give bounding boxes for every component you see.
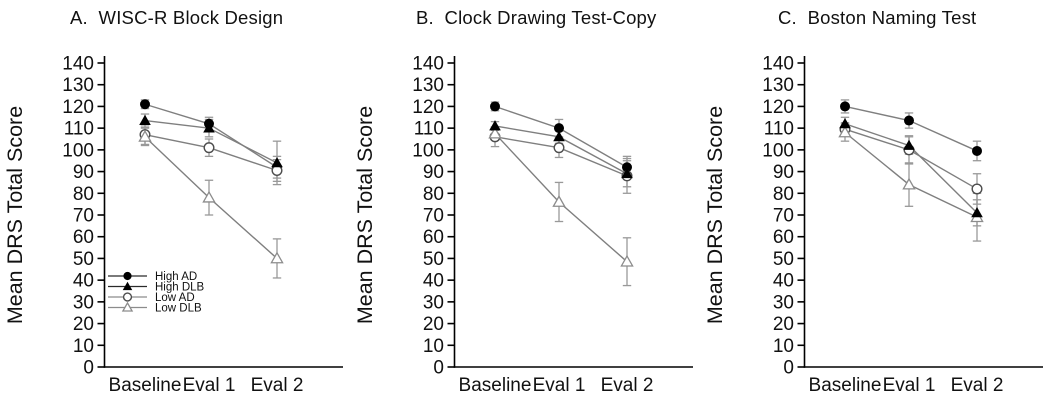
legend-label: High DLB	[155, 282, 205, 294]
series-markers	[838, 101, 984, 223]
x-tick-label: Eval 1	[883, 375, 936, 396]
panel-c-title: C. Boston Naming Test	[778, 7, 977, 28]
panel-b-title: B. Clock Drawing Test-Copy	[416, 7, 657, 28]
x-tick-label: Eval 1	[183, 375, 236, 396]
x-tick-label: Baseline	[809, 375, 882, 396]
panel-a: A. WISC-R Block Design 0 10 20 30 40 50 60 70 80…	[0, 0, 350, 414]
y-tick-label: 100	[412, 140, 444, 161]
y-tick-label: 140	[412, 54, 444, 75]
x-tick-label: Eval 2	[601, 375, 654, 396]
y-tick-label: 60	[423, 227, 444, 248]
y-tick-label: 110	[764, 119, 794, 140]
y-tick-label: 30	[773, 292, 794, 313]
series-markers	[138, 99, 284, 264]
y-tick-label: 100	[62, 140, 94, 161]
panel-b-chart: 0102030405060708090100110120130140Baseli…	[353, 54, 693, 396]
y-tick-label: 20	[423, 314, 444, 335]
x-tick-label: Baseline	[459, 375, 532, 396]
y-tick-label: 140	[62, 54, 94, 75]
y-tick-label: 10	[423, 336, 444, 357]
panel-a-title: A. WISC-R Block Design	[70, 7, 284, 28]
axes	[103, 56, 343, 368]
y-tick-label: 80	[73, 184, 94, 205]
y-axis-title: Mean DRS Total Score	[703, 106, 727, 324]
y-tick-label: 70	[423, 206, 444, 227]
x-axis-labels: Baseline Eval 1 Eval 2	[809, 375, 1004, 396]
x-axis-labels: Baseline Eval 1 Eval 2	[109, 375, 304, 396]
y-tick-label: 110	[414, 119, 444, 140]
y-tick-label: 140	[762, 54, 794, 75]
panel-c: C. Boston Naming Test 0 10 20 30 40 50 60 70 80 9…	[700, 0, 1050, 414]
y-tick-label: 60	[73, 227, 94, 248]
axes	[453, 56, 693, 368]
x-tick-label: Eval 2	[951, 375, 1004, 396]
legend-label: Low DLB	[155, 303, 202, 315]
y-tick-label: 20	[73, 314, 94, 335]
axes	[803, 56, 1043, 368]
markers-low-dlb	[138, 129, 284, 264]
y-tick-label: 130	[412, 75, 444, 96]
y-tick-label: 40	[423, 271, 444, 292]
markers-high-dlb	[139, 114, 283, 168]
series-line-high-ad	[144, 103, 278, 168]
y-tick-label: 90	[423, 162, 444, 183]
panel-b: B. Clock Drawing Test-Copy 0 10 20 30 40 50 60…	[350, 0, 700, 414]
y-tick-label: 50	[73, 249, 94, 270]
y-tick-label: 120	[62, 97, 94, 118]
x-axis-labels: Baseline Eval 1 Eval 2	[459, 375, 654, 396]
y-tick-label: 0	[433, 358, 444, 379]
y-axis-title: Mean DRS Total Score	[3, 106, 27, 324]
series-line-low-ad	[844, 128, 978, 190]
y-tick-label: 90	[773, 162, 794, 183]
y-tick-label: 130	[762, 75, 794, 96]
y-tick-label: 80	[423, 184, 444, 205]
x-tick-label: Baseline	[109, 375, 182, 396]
y-tick-label: 40	[73, 271, 94, 292]
markers-high-dlb	[839, 118, 983, 218]
legend-label: High AD	[155, 271, 197, 283]
y-tick-label: 120	[412, 97, 444, 118]
y-tick-label: 70	[73, 206, 94, 227]
panel-c-chart: 0102030405060708090100110120130140Baseli…	[703, 54, 1043, 396]
y-tick-label: 10	[773, 336, 794, 357]
markers-low-dlb	[488, 126, 634, 267]
legend-label: Low AD	[155, 292, 195, 304]
y-tick-label: 50	[773, 249, 794, 270]
y-axis-title: Mean DRS Total Score	[353, 106, 377, 324]
y-tick-label: 90	[73, 162, 94, 183]
markers-high-ad	[140, 99, 282, 173]
panel-a-chart: 0102030405060708090100110120130140Baseli…	[3, 54, 343, 396]
y-tick-label: 100	[762, 140, 794, 161]
series-markers	[488, 101, 634, 267]
y-tick-label: 50	[423, 249, 444, 270]
y-tick-label: 0	[783, 358, 794, 379]
y-tick-label: 0	[83, 358, 94, 379]
y-tick-label: 80	[773, 184, 794, 205]
y-tick-label: 10	[73, 336, 94, 357]
y-tick-label: 30	[73, 292, 94, 313]
y-tick-label: 20	[773, 314, 794, 335]
y-tick-label: 30	[423, 292, 444, 313]
y-tick-label: 70	[773, 206, 794, 227]
markers-low-dlb	[838, 125, 984, 223]
y-tick-label: 110	[64, 119, 94, 140]
markers-high-ad	[840, 101, 982, 156]
markers-high-ad	[490, 101, 632, 173]
y-tick-label: 120	[762, 97, 794, 118]
x-tick-label: Eval 1	[533, 375, 586, 396]
x-tick-label: Eval 2	[251, 375, 304, 396]
y-tick-label: 60	[773, 227, 794, 248]
markers-high-dlb	[489, 120, 633, 179]
y-tick-label: 130	[62, 75, 94, 96]
y-tick-label: 40	[773, 271, 794, 292]
